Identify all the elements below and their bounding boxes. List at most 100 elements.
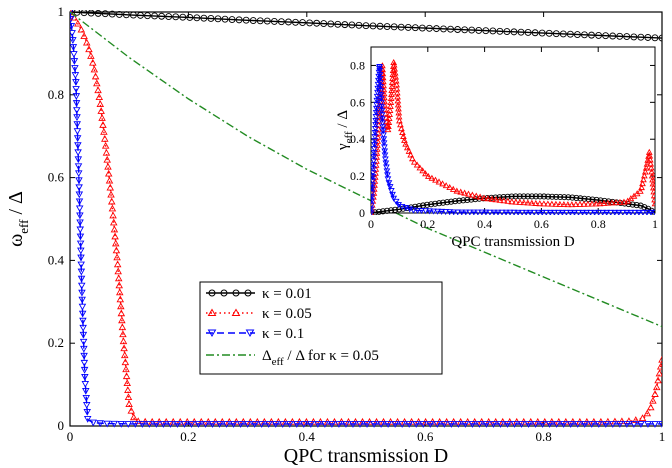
inset-series-2-marker [514,209,522,215]
main-series-2-marker [215,421,224,428]
inset-series-1-marker [576,200,584,207]
main-series-2-marker [79,324,87,332]
main-series-2-marker [75,198,84,206]
inset-series-1-marker [604,199,612,206]
main-series-1-marker [651,390,659,397]
inset-series-0-marker [444,199,451,206]
inset-series-2-marker [398,203,406,210]
inset-series-2-marker [383,168,391,175]
main-series-2-marker [503,421,512,428]
inset-series-1-marker [461,189,468,196]
main-series-0-marker [165,13,173,21]
main-series-2-marker [70,44,78,51]
main-series-1-marker [97,107,105,114]
inset-series-0-marker [436,200,443,207]
main-series-2-marker [538,421,547,428]
inset-series [371,58,655,215]
main-series-0-marker [299,19,307,27]
inset-series-0-marker [432,200,439,207]
legend-label-k01: κ = 0.1 [262,326,304,342]
inset-series-1-marker [416,164,424,171]
main-series-0-marker [101,10,109,18]
inset-series-2-marker [579,209,586,215]
inset-series-1-marker [560,200,568,208]
main-series-2-marker [72,100,81,107]
main-series-1-marker [113,253,121,261]
inset-series-1-marker [405,147,413,154]
main-series-0-marker [411,24,419,32]
main-series-0-marker [404,23,412,31]
main-series-2-marker [552,421,561,428]
main-series-2-marker [658,421,662,428]
main-series-1-marker [107,190,115,198]
inset-series-1-marker [384,126,392,133]
inset-series-2-marker [603,209,611,215]
inset-series-2-marker [450,209,458,215]
main-series-1-marker [120,344,128,352]
main-series-0-marker [552,30,560,38]
inset-series-2-marker [643,209,651,215]
main-series-0-marker [588,31,595,39]
inset-series-1-marker [396,117,403,124]
main-series-1-marker [111,239,120,247]
main-series-0-marker [545,29,553,37]
main-series-2-marker [80,352,88,360]
main-series-2-marker [80,359,89,367]
main-series-1-marker [90,65,99,73]
legend: κ = 0.01 κ = 0.05 κ = 0.1 Δeff / Δ for κ… [199,281,443,375]
main-series-2-marker [81,380,90,388]
main-series-1-marker [649,396,657,404]
main-series-2-marker [580,421,589,428]
inset-series-2-marker [615,209,623,215]
inset-series-1-marker [532,199,540,206]
main-series-0-marker [390,23,398,31]
inset-series-1-marker [388,82,396,90]
main-series-2-marker [82,394,91,402]
inset-series-1-marker [386,110,394,117]
inset-series-1-marker [428,174,436,181]
inset-series-0-marker [460,197,467,204]
main-series-2-marker [595,421,603,428]
inset-series-2-marker [385,180,393,187]
inset-series-1-marker [469,191,476,198]
inset-series-1-marker [408,155,416,162]
main-series-0-marker [292,18,299,26]
main-series-1-marker [647,403,655,411]
main-series-2-marker [72,86,80,93]
main-series-2-marker [77,247,85,255]
inset-series-1-marker [600,199,608,206]
main-ytick-label-3: 0.6 [48,170,65,185]
legend-box [199,281,443,375]
main-series-2-marker [83,415,92,423]
inset-series-1-marker [449,185,457,192]
inset-series-1-marker [596,200,604,207]
main-series-0-marker [447,25,455,33]
main-series-2-marker [440,421,449,428]
inset-series-1-marker [568,201,576,208]
main-series-0-marker [214,15,222,23]
main-series-0-marker [70,10,74,16]
main-series-2-marker [103,420,111,428]
main-series-2-marker [78,296,86,304]
main-series-0-marker [651,34,659,42]
main-series-0-marker [468,26,476,34]
inset-series-2-marker [378,104,386,111]
inset-series-1-marker [403,144,411,151]
inset-series-1-marker [389,66,397,74]
legend-label-k001: κ = 0.01 [262,286,312,302]
main-series-0-marker [517,28,525,36]
main-series-2-marker [370,421,378,428]
main-series-2-marker [222,421,231,428]
main-series-2-marker [630,421,638,428]
inset-series-1-marker [402,140,409,147]
legend-item-k001: κ = 0.01 [206,286,312,302]
main-series-0-marker [531,29,539,37]
main-series-2-marker [74,149,82,157]
inset-series-1-marker [639,180,646,187]
main-series-2-marker [74,156,83,164]
main-series-0-marker [538,29,546,37]
main-series-0-marker [425,24,433,32]
main-series-2-marker [454,421,463,428]
main-series-1-marker [112,246,121,254]
main-series-1-marker [115,281,124,289]
